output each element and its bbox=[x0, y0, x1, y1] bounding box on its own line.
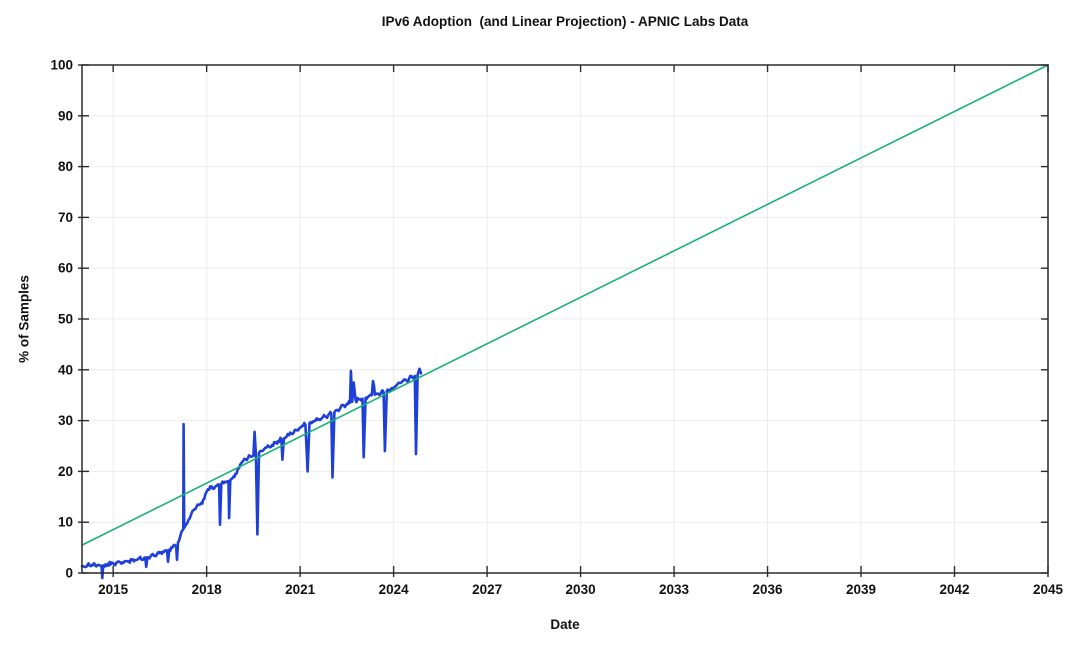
x-tick-label: 2045 bbox=[1033, 582, 1064, 597]
y-tick-label: 80 bbox=[58, 159, 73, 174]
y-tick-label: 60 bbox=[58, 261, 73, 276]
x-axis-label: Date bbox=[550, 617, 580, 632]
series-ipv6-adoption bbox=[80, 367, 423, 580]
chart-title: IPv6 Adoption (and Linear Projection) - … bbox=[381, 14, 749, 29]
x-tick-label: 2018 bbox=[192, 582, 223, 597]
y-tick-label: 40 bbox=[58, 362, 73, 377]
x-tick-label: 2024 bbox=[379, 582, 410, 597]
x-tick-label: 2015 bbox=[98, 582, 129, 597]
y-tick-label: 100 bbox=[50, 58, 73, 73]
x-tick-labels: 2015 2018 2021 2024 2027 2030 2033 2036 2039 2042… bbox=[98, 582, 1063, 597]
y-tick-label: 0 bbox=[65, 566, 73, 581]
x-tick-label: 2042 bbox=[939, 582, 969, 597]
y-tick-labels: 0 10 20 30 40 50 60 70 80 90 100 bbox=[50, 58, 73, 581]
y-tick-label: 20 bbox=[58, 464, 73, 479]
y-tick-label: 10 bbox=[58, 515, 73, 530]
tick-marks bbox=[78, 64, 1049, 577]
x-tick-label: 2027 bbox=[472, 582, 502, 597]
y-tick-label: 90 bbox=[58, 108, 73, 123]
x-tick-label: 2033 bbox=[659, 582, 690, 597]
x-tick-label: 2030 bbox=[566, 582, 596, 597]
gridlines bbox=[82, 65, 1048, 573]
y-tick-label: 30 bbox=[58, 413, 73, 428]
series-linear-projection bbox=[81, 64, 1049, 546]
x-tick-label: 2039 bbox=[846, 582, 876, 597]
y-tick-label: 70 bbox=[58, 210, 73, 225]
x-tick-label: 2021 bbox=[285, 582, 316, 597]
y-tick-label: 50 bbox=[58, 312, 73, 327]
x-tick-label: 2036 bbox=[753, 582, 784, 597]
